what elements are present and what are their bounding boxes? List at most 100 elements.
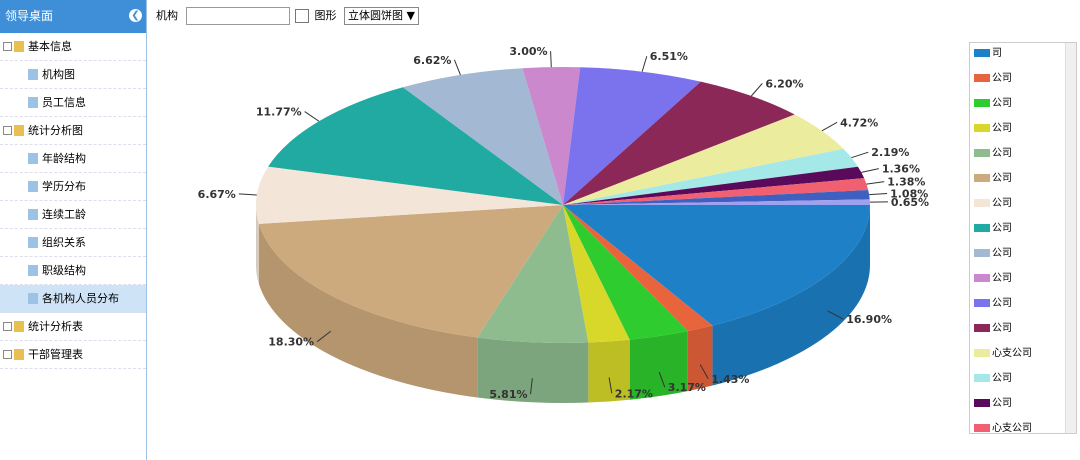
data-label: 6.62% xyxy=(413,54,451,67)
leader-line xyxy=(699,364,709,380)
tree-item[interactable]: 年龄结构 xyxy=(0,145,146,173)
data-label: 16.90% xyxy=(846,313,892,326)
scrollbar[interactable] xyxy=(1065,43,1076,433)
pie-slice xyxy=(563,205,630,343)
tree-item[interactable]: 机构图 xyxy=(0,61,146,89)
tree-item[interactable]: 学历分布 xyxy=(0,173,146,201)
legend-label: 公司 xyxy=(992,173,1012,184)
legend-swatch xyxy=(974,424,990,432)
pie-slice xyxy=(563,205,870,326)
legend-swatch xyxy=(974,174,990,182)
chart: 16.90% 1.43% 3.17% 2.17% 5.81% 18.30% 6.67% 11.… xyxy=(198,45,929,403)
pie-side xyxy=(477,337,589,403)
legend-swatch xyxy=(974,374,990,382)
legend-entry[interactable]: 公司 xyxy=(974,372,1012,386)
search-button[interactable] xyxy=(295,9,309,23)
legend-label: 公司 xyxy=(992,148,1012,159)
tree-item[interactable]: 各机构人员分布 xyxy=(0,285,146,313)
collapse-button[interactable]: ❮ xyxy=(129,9,142,22)
tree-item[interactable]: 职级结构 xyxy=(0,257,146,285)
pie-slice xyxy=(563,205,688,340)
legend-entry[interactable]: 公司 xyxy=(974,147,1012,161)
pie-slice xyxy=(563,205,713,332)
tree-item[interactable]: 统计分析图 xyxy=(0,117,146,145)
tree-label: 干部管理表 xyxy=(28,348,83,361)
data-label: 18.30% xyxy=(268,336,314,349)
expand-icon xyxy=(3,350,12,359)
tree-item[interactable]: 干部管理表 xyxy=(0,341,146,369)
legend-entry[interactable]: 公司 xyxy=(974,297,1012,311)
pie-side xyxy=(712,205,870,386)
org-label: 机构 xyxy=(156,9,178,22)
tree-item[interactable]: 员工信息 xyxy=(0,89,146,117)
pie-side-shade xyxy=(258,223,478,398)
legend-label: 公司 xyxy=(992,123,1012,134)
legend-entry[interactable]: 公司 xyxy=(974,397,1012,411)
legend-swatch xyxy=(974,399,990,407)
legend-entry[interactable]: 公司 xyxy=(974,72,1012,86)
org-input[interactable] xyxy=(185,7,290,25)
page-icon xyxy=(28,293,38,304)
legend-entry[interactable]: 公司 xyxy=(974,272,1012,286)
legend-label: 公司 xyxy=(992,373,1012,384)
legend-swatch xyxy=(974,99,990,107)
leader-line xyxy=(550,51,552,68)
legend-entry[interactable]: 心支公司 xyxy=(974,422,1032,433)
legend-swatch xyxy=(974,299,990,307)
legend-entry[interactable]: 公司 xyxy=(974,322,1012,336)
legend-entry[interactable]: 公司 xyxy=(974,122,1012,136)
legend-swatch xyxy=(974,149,990,157)
legend-swatch xyxy=(974,224,990,232)
legend-entry[interactable]: 公司 xyxy=(974,197,1012,211)
legend-entry[interactable]: 心支公司 xyxy=(974,347,1032,361)
toolbar: 机构 图形 立体圆饼图 ▼ xyxy=(156,6,419,26)
legend-entry[interactable]: 公司 xyxy=(974,172,1012,186)
tree-item[interactable]: 统计分析表 xyxy=(0,313,146,341)
leader-line xyxy=(641,56,648,72)
legend-swatch xyxy=(974,199,990,207)
page-icon xyxy=(28,209,38,220)
pie-slice xyxy=(268,87,563,205)
pie-slice xyxy=(258,205,563,338)
tree-item[interactable]: 基本信息 xyxy=(0,33,146,61)
legend-entry[interactable]: 司 xyxy=(974,47,1002,61)
tree: 基本信息机构图员工信息 统计分析图 年龄结构 学历分布 连续工龄 组织关系 职级结构各机构人… xyxy=(0,33,146,369)
sidebar-header: 领导桌面 ❮ xyxy=(0,0,146,33)
legend-label: 公司 xyxy=(992,198,1012,209)
chart-select[interactable]: 立体圆饼图 ▼ xyxy=(344,7,419,25)
pie-slice xyxy=(563,67,701,206)
tree-item[interactable]: 组织关系 xyxy=(0,229,146,257)
data-label: 1.36% xyxy=(882,163,920,176)
legend-entry[interactable]: 公司 xyxy=(974,222,1012,236)
expand-icon xyxy=(3,42,12,51)
leader-line xyxy=(608,377,613,394)
legend-swatch xyxy=(974,349,990,357)
tree-item[interactable]: 连续工龄 xyxy=(0,201,146,229)
leader-line xyxy=(304,111,320,122)
legend-entry[interactable]: 公司 xyxy=(974,97,1012,111)
pie-side xyxy=(588,339,630,403)
legend-entry[interactable]: 公司 xyxy=(974,247,1012,261)
legend-label: 公司 xyxy=(992,223,1012,234)
folder-icon xyxy=(14,321,24,332)
leader-line xyxy=(750,83,763,97)
leader-line xyxy=(851,151,869,159)
leader-line xyxy=(658,371,666,388)
legend-label: 公司 xyxy=(992,298,1012,309)
tree-label: 机构图 xyxy=(42,68,75,81)
legend-swatch xyxy=(974,274,990,282)
leader-line xyxy=(453,59,461,76)
tree-label: 各机构人员分布 xyxy=(42,292,119,305)
data-label: 6.20% xyxy=(765,77,803,90)
pie-side xyxy=(629,331,688,400)
leader-line xyxy=(530,378,533,395)
legend-swatch xyxy=(974,324,990,332)
page-icon xyxy=(28,265,38,276)
page-icon xyxy=(28,69,38,80)
pie-side-shade xyxy=(588,339,630,403)
leader-line xyxy=(316,330,332,343)
pie-slice xyxy=(563,190,870,205)
pie-side xyxy=(256,205,259,284)
data-label: 6.67% xyxy=(198,188,236,201)
